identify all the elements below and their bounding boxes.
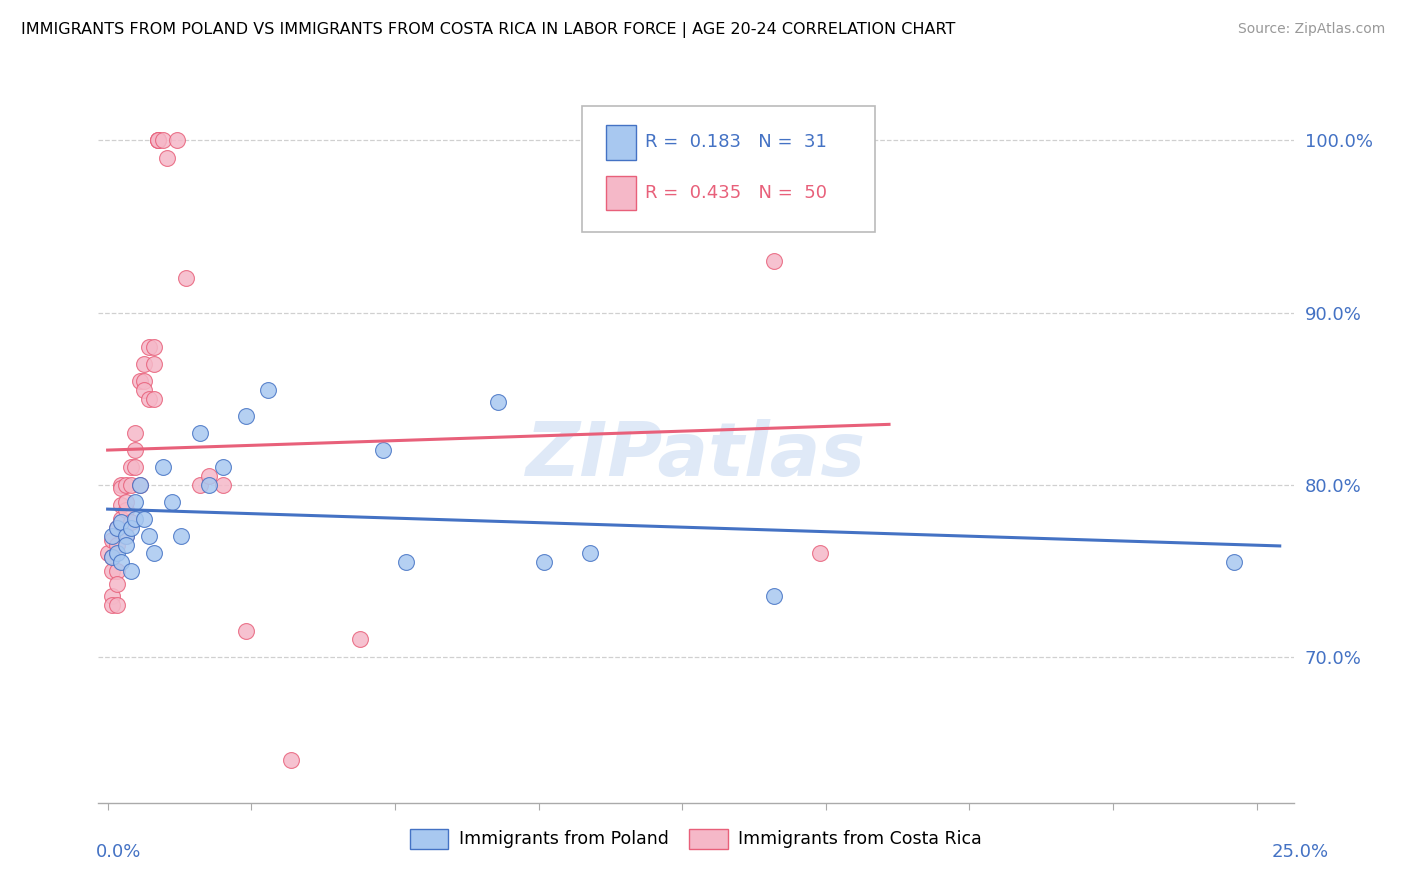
Point	[188, 425, 211, 440]
Point	[1223, 555, 1246, 569]
Point	[763, 253, 786, 268]
Point	[156, 151, 179, 165]
Point	[105, 520, 128, 534]
Point	[110, 512, 132, 526]
Point	[115, 538, 138, 552]
Point	[105, 546, 128, 560]
Text: ZIPatlas: ZIPatlas	[526, 419, 866, 492]
Point	[115, 503, 138, 517]
Text: Source: ZipAtlas.com: Source: ZipAtlas.com	[1237, 22, 1385, 37]
Point	[97, 546, 120, 560]
Point	[124, 425, 146, 440]
Point	[257, 383, 280, 397]
Point	[120, 477, 142, 491]
Point	[124, 512, 146, 526]
Point	[105, 538, 128, 552]
Text: 0.0%: 0.0%	[96, 843, 141, 861]
Point	[152, 460, 174, 475]
Text: R =  0.435   N =  50: R = 0.435 N = 50	[644, 184, 827, 202]
Point	[101, 549, 124, 564]
FancyBboxPatch shape	[582, 105, 875, 232]
Point	[110, 481, 132, 495]
Point	[166, 133, 188, 147]
Point	[138, 340, 160, 354]
Point	[152, 133, 174, 147]
Point	[120, 460, 142, 475]
Point	[120, 520, 142, 534]
Point	[101, 590, 124, 604]
Point	[138, 392, 160, 406]
Point	[160, 494, 183, 508]
Point	[128, 477, 150, 491]
Point	[373, 443, 395, 458]
Point	[124, 494, 146, 508]
Point	[211, 460, 233, 475]
Point	[235, 624, 257, 638]
Point	[148, 133, 170, 147]
Point	[105, 564, 128, 578]
FancyBboxPatch shape	[606, 176, 637, 211]
Point	[486, 395, 509, 409]
Point	[128, 375, 150, 389]
Point	[235, 409, 257, 423]
Point	[763, 590, 786, 604]
Point	[148, 133, 170, 147]
Text: 25.0%: 25.0%	[1271, 843, 1329, 861]
Point	[142, 392, 165, 406]
Point	[101, 564, 124, 578]
Point	[134, 357, 156, 371]
Point	[101, 598, 124, 612]
Point	[120, 564, 142, 578]
Point	[808, 546, 831, 560]
Point	[188, 477, 211, 491]
Point	[138, 529, 160, 543]
Point	[110, 516, 132, 530]
Point	[124, 443, 146, 458]
Legend: Immigrants from Poland, Immigrants from Costa Rica: Immigrants from Poland, Immigrants from …	[404, 822, 988, 855]
Point	[142, 340, 165, 354]
Point	[101, 529, 124, 543]
Point	[142, 357, 165, 371]
Point	[115, 494, 138, 508]
Point	[174, 271, 197, 285]
Point	[115, 477, 138, 491]
Point	[110, 498, 132, 512]
Point	[395, 555, 418, 569]
Text: R =  0.183   N =  31: R = 0.183 N = 31	[644, 134, 827, 152]
Point	[148, 133, 170, 147]
Point	[110, 555, 132, 569]
Point	[134, 512, 156, 526]
Point	[211, 477, 233, 491]
Point	[101, 549, 124, 564]
Point	[533, 555, 555, 569]
Point	[134, 375, 156, 389]
Point	[105, 520, 128, 534]
Point	[115, 529, 138, 543]
FancyBboxPatch shape	[606, 125, 637, 160]
Point	[128, 477, 150, 491]
Point	[105, 577, 128, 591]
Text: IMMIGRANTS FROM POLAND VS IMMIGRANTS FROM COSTA RICA IN LABOR FORCE | AGE 20-24 : IMMIGRANTS FROM POLAND VS IMMIGRANTS FRO…	[21, 22, 956, 38]
Point	[142, 546, 165, 560]
Point	[105, 598, 128, 612]
Point	[197, 469, 219, 483]
Point	[170, 529, 193, 543]
Point	[197, 477, 219, 491]
Point	[115, 529, 138, 543]
Point	[134, 383, 156, 397]
Point	[110, 477, 132, 491]
Point	[124, 460, 146, 475]
Point	[120, 516, 142, 530]
Point	[280, 753, 302, 767]
Point	[101, 533, 124, 547]
Point	[579, 546, 602, 560]
Point	[349, 632, 371, 647]
